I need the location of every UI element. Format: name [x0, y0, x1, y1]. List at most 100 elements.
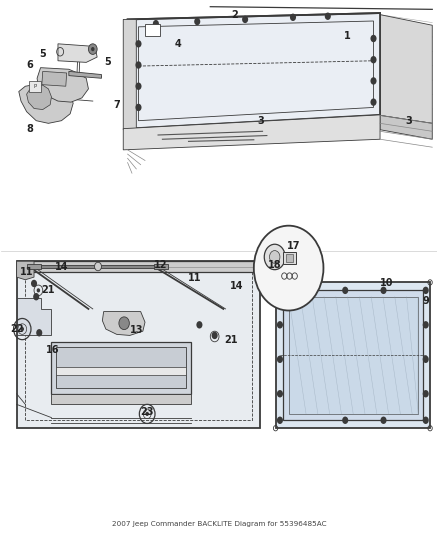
Text: 3: 3 [257, 116, 264, 126]
Circle shape [213, 334, 216, 338]
Text: 23: 23 [141, 407, 154, 417]
Polygon shape [42, 71, 67, 86]
Polygon shape [17, 261, 260, 272]
Circle shape [371, 35, 377, 42]
Circle shape [135, 104, 141, 111]
Circle shape [242, 15, 248, 23]
Circle shape [33, 293, 39, 301]
Text: 13: 13 [130, 325, 143, 335]
Circle shape [31, 280, 37, 287]
Polygon shape [127, 13, 380, 128]
Polygon shape [276, 282, 430, 428]
Circle shape [277, 321, 283, 328]
Circle shape [371, 77, 377, 85]
Polygon shape [17, 261, 260, 428]
Circle shape [290, 13, 296, 21]
Circle shape [423, 287, 429, 294]
Text: 7: 7 [113, 100, 120, 110]
Circle shape [37, 288, 40, 293]
Circle shape [342, 417, 348, 424]
Polygon shape [51, 342, 191, 394]
Text: 16: 16 [46, 345, 60, 356]
Polygon shape [123, 115, 380, 150]
Polygon shape [289, 297, 418, 414]
Text: 3: 3 [405, 116, 412, 126]
Polygon shape [27, 264, 41, 269]
Polygon shape [56, 367, 186, 375]
Polygon shape [69, 71, 102, 78]
Polygon shape [27, 85, 51, 110]
Text: 14: 14 [230, 281, 243, 291]
Text: 2: 2 [231, 10, 237, 20]
Circle shape [254, 225, 323, 311]
Polygon shape [19, 84, 73, 123]
Circle shape [381, 287, 387, 294]
Circle shape [21, 327, 24, 331]
Circle shape [423, 390, 429, 398]
Polygon shape [380, 115, 432, 139]
Text: 10: 10 [380, 278, 393, 288]
Circle shape [95, 262, 102, 271]
Text: 22: 22 [10, 324, 23, 334]
Polygon shape [102, 312, 145, 335]
Circle shape [153, 20, 159, 27]
Circle shape [36, 329, 42, 336]
Bar [145, 24, 160, 36]
Text: 6: 6 [26, 60, 33, 70]
Text: 21: 21 [224, 335, 238, 345]
Polygon shape [17, 298, 51, 335]
Circle shape [135, 61, 141, 69]
Text: 11: 11 [20, 267, 33, 277]
Text: 5: 5 [105, 58, 111, 67]
Circle shape [194, 18, 200, 25]
Circle shape [277, 356, 283, 363]
Text: 4: 4 [174, 39, 181, 49]
Bar [283, 252, 296, 264]
Circle shape [423, 321, 429, 328]
Circle shape [371, 56, 377, 63]
Text: 14: 14 [55, 262, 68, 271]
Circle shape [381, 417, 387, 424]
Circle shape [135, 83, 141, 90]
Polygon shape [41, 265, 156, 268]
Polygon shape [154, 264, 168, 269]
Text: 21: 21 [42, 285, 55, 295]
Text: 1: 1 [344, 31, 351, 41]
Bar [29, 81, 41, 92]
Circle shape [277, 287, 283, 294]
Circle shape [119, 317, 129, 329]
Circle shape [371, 99, 377, 106]
Polygon shape [37, 68, 88, 102]
Circle shape [342, 287, 348, 294]
Circle shape [423, 417, 429, 424]
Circle shape [264, 244, 285, 270]
Circle shape [277, 390, 283, 398]
Bar [286, 254, 293, 262]
Polygon shape [380, 14, 432, 123]
Polygon shape [51, 394, 191, 405]
Text: 8: 8 [26, 124, 33, 134]
Polygon shape [283, 290, 423, 420]
Text: P: P [33, 84, 36, 88]
Circle shape [277, 417, 283, 424]
Circle shape [423, 356, 429, 363]
Text: 5: 5 [39, 50, 46, 59]
Circle shape [269, 251, 280, 263]
Text: 2007 Jeep Commander BACKLITE Diagram for 55396485AC: 2007 Jeep Commander BACKLITE Diagram for… [112, 521, 326, 527]
Polygon shape [123, 19, 136, 130]
Circle shape [325, 12, 331, 20]
Polygon shape [17, 261, 34, 280]
Text: 18: 18 [268, 261, 282, 270]
Circle shape [196, 321, 202, 328]
Polygon shape [58, 44, 97, 62]
Circle shape [145, 412, 149, 416]
Text: 12: 12 [153, 261, 167, 270]
Circle shape [91, 47, 95, 51]
Polygon shape [56, 347, 186, 389]
Text: 9: 9 [422, 296, 429, 306]
Text: 11: 11 [188, 273, 202, 283]
Text: 17: 17 [287, 241, 300, 252]
Circle shape [135, 40, 141, 47]
Circle shape [212, 332, 218, 339]
Circle shape [88, 44, 97, 54]
